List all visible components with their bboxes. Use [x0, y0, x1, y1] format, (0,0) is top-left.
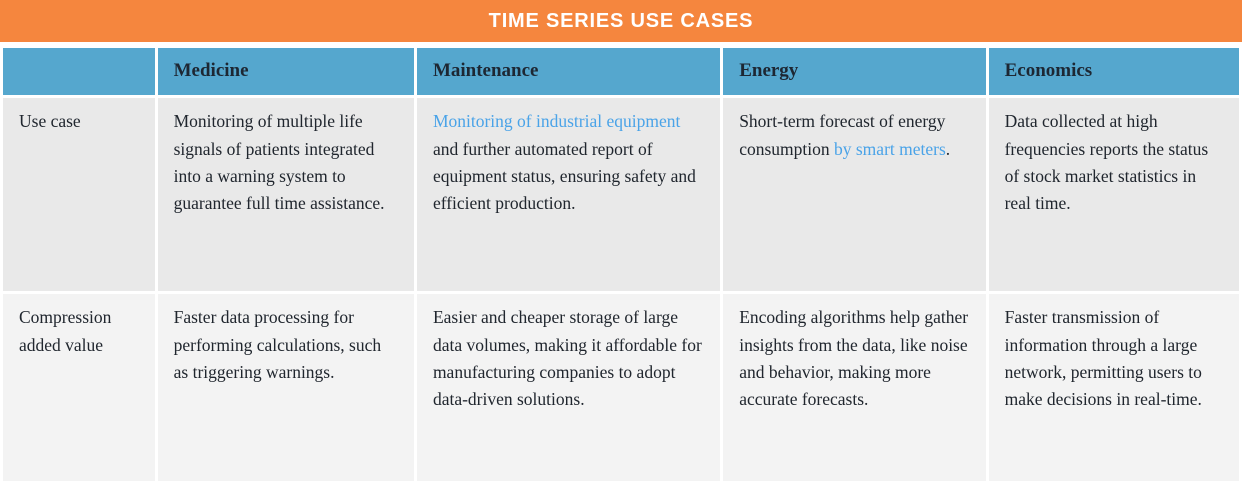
- cell-text: Encoding algorithms help gather insights…: [739, 307, 969, 409]
- cell-text: Short-term forecast of energy consumptio…: [739, 111, 946, 159]
- header-cell-maintenance: Maintenance: [413, 44, 724, 99]
- header-cell-energy: Energy: [720, 44, 989, 99]
- cell-link[interactable]: Monitoring of industrial equipment: [432, 111, 681, 132]
- page-title: TIME SERIES USE CASES: [488, 9, 754, 32]
- cell-text: .: [945, 138, 951, 159]
- cell-compression-economics: Faster transmission of information throu…: [985, 291, 1242, 484]
- table-row-compression-added-value: Compression added value Faster data proc…: [0, 291, 1242, 484]
- cell-use-case-energy: Short-term forecast of energy consumptio…: [720, 95, 989, 295]
- cell-text: Faster data processing for performing ca…: [173, 307, 382, 382]
- use-cases-table: Medicine Maintenance Energy Economics Us…: [0, 44, 1242, 484]
- row-label-compression-added-value: Compression added value: [0, 291, 158, 484]
- table-header: Medicine Maintenance Energy Economics: [0, 44, 1242, 99]
- cell-compression-maintenance: Easier and cheaper storage of large data…: [413, 291, 724, 484]
- cell-link[interactable]: by smart meters: [834, 138, 946, 159]
- cell-compression-energy: Encoding algorithms help gather insights…: [720, 291, 989, 484]
- row-label-use-case: Use case: [0, 95, 158, 295]
- cell-use-case-maintenance: Monitoring of industrial equipment and f…: [413, 95, 724, 295]
- cell-text: Easier and cheaper storage of large data…: [432, 307, 702, 409]
- header-cell-economics: Economics: [985, 44, 1242, 99]
- table-title-bar: TIME SERIES USE CASES: [0, 0, 1242, 45]
- cell-use-case-economics: Data collected at high frequencies repor…: [985, 95, 1242, 295]
- cell-text: Faster transmission of information throu…: [1004, 307, 1202, 409]
- header-cell-medicine: Medicine: [154, 44, 417, 99]
- cell-text: Data collected at high frequencies repor…: [1004, 111, 1209, 213]
- cell-use-case-medicine: Monitoring of multiple life signals of p…: [154, 95, 417, 295]
- header-cell-empty: [0, 44, 158, 99]
- table-row-use-case: Use case Monitoring of multiple life sig…: [0, 95, 1242, 295]
- cell-text: and further automated report of equipmen…: [432, 138, 696, 213]
- header-row: Medicine Maintenance Energy Economics: [0, 44, 1242, 99]
- cell-text: Monitoring of multiple life signals of p…: [173, 111, 385, 213]
- cell-compression-medicine: Faster data processing for performing ca…: [154, 291, 417, 484]
